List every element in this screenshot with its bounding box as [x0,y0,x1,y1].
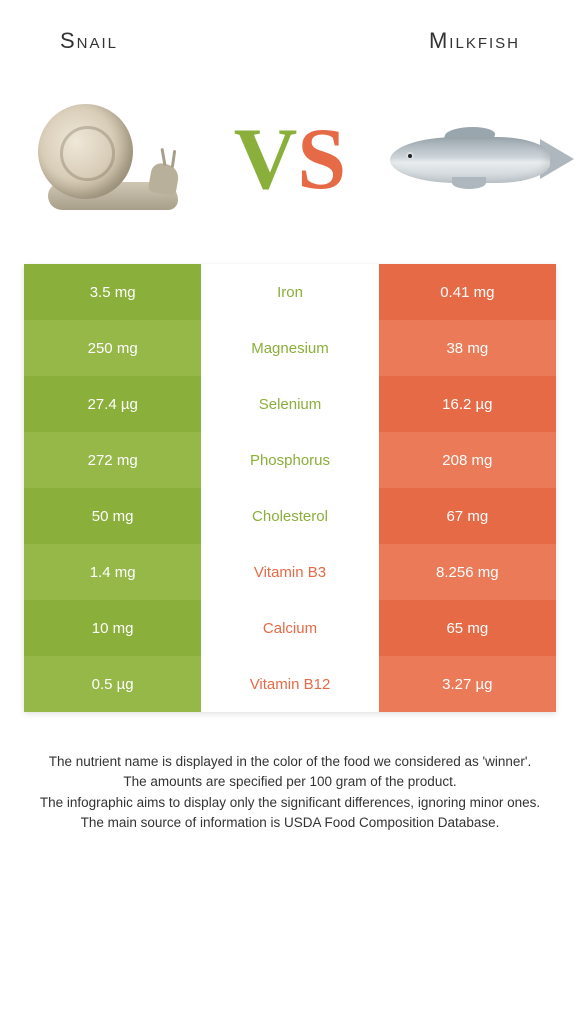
right-value: 65 mg [379,600,556,656]
table-row: 50 mgCholesterol67 mg [24,488,556,544]
nutrient-name: Vitamin B3 [201,544,378,600]
right-value: 38 mg [379,320,556,376]
footnote-line: The amounts are specified per 100 gram o… [28,772,552,792]
fish-icon [390,99,560,219]
table-row: 0.5 µgVitamin B123.27 µg [24,656,556,712]
left-value: 27.4 µg [24,376,201,432]
nutrient-name: Magnesium [201,320,378,376]
hero-row: VS [0,74,580,264]
table-row: 3.5 mgIron0.41 mg [24,264,556,320]
nutrient-name: Selenium [201,376,378,432]
nutrient-name: Iron [201,264,378,320]
left-title: Snail [60,28,118,54]
left-value: 1.4 mg [24,544,201,600]
right-value: 0.41 mg [379,264,556,320]
vs-s: S [297,109,346,210]
right-value: 3.27 µg [379,656,556,712]
nutrient-name: Phosphorus [201,432,378,488]
table-row: 10 mgCalcium65 mg [24,600,556,656]
left-value: 272 mg [24,432,201,488]
right-value: 16.2 µg [379,376,556,432]
left-value: 250 mg [24,320,201,376]
footnote-line: The main source of information is USDA F… [28,813,552,833]
footnote-line: The nutrient name is displayed in the co… [28,752,552,772]
left-value: 3.5 mg [24,264,201,320]
left-value: 50 mg [24,488,201,544]
table-row: 272 mgPhosphorus208 mg [24,432,556,488]
table-row: 27.4 µgSelenium16.2 µg [24,376,556,432]
titles-row: Snail Milkfish [0,0,580,74]
snail-icon [20,99,190,219]
vs-v: V [234,109,298,210]
nutrient-table: 3.5 mgIron0.41 mg250 mgMagnesium38 mg27.… [24,264,556,712]
table-row: 1.4 mgVitamin B38.256 mg [24,544,556,600]
nutrient-name: Calcium [201,600,378,656]
footnotes: The nutrient name is displayed in the co… [0,712,580,853]
table-row: 250 mgMagnesium38 mg [24,320,556,376]
right-title: Milkfish [429,28,520,54]
footnote-line: The infographic aims to display only the… [28,793,552,813]
right-value: 208 mg [379,432,556,488]
right-value: 8.256 mg [379,544,556,600]
nutrient-name: Cholesterol [201,488,378,544]
left-value: 0.5 µg [24,656,201,712]
vs-label: VS [234,109,347,210]
right-value: 67 mg [379,488,556,544]
nutrient-name: Vitamin B12 [201,656,378,712]
left-value: 10 mg [24,600,201,656]
